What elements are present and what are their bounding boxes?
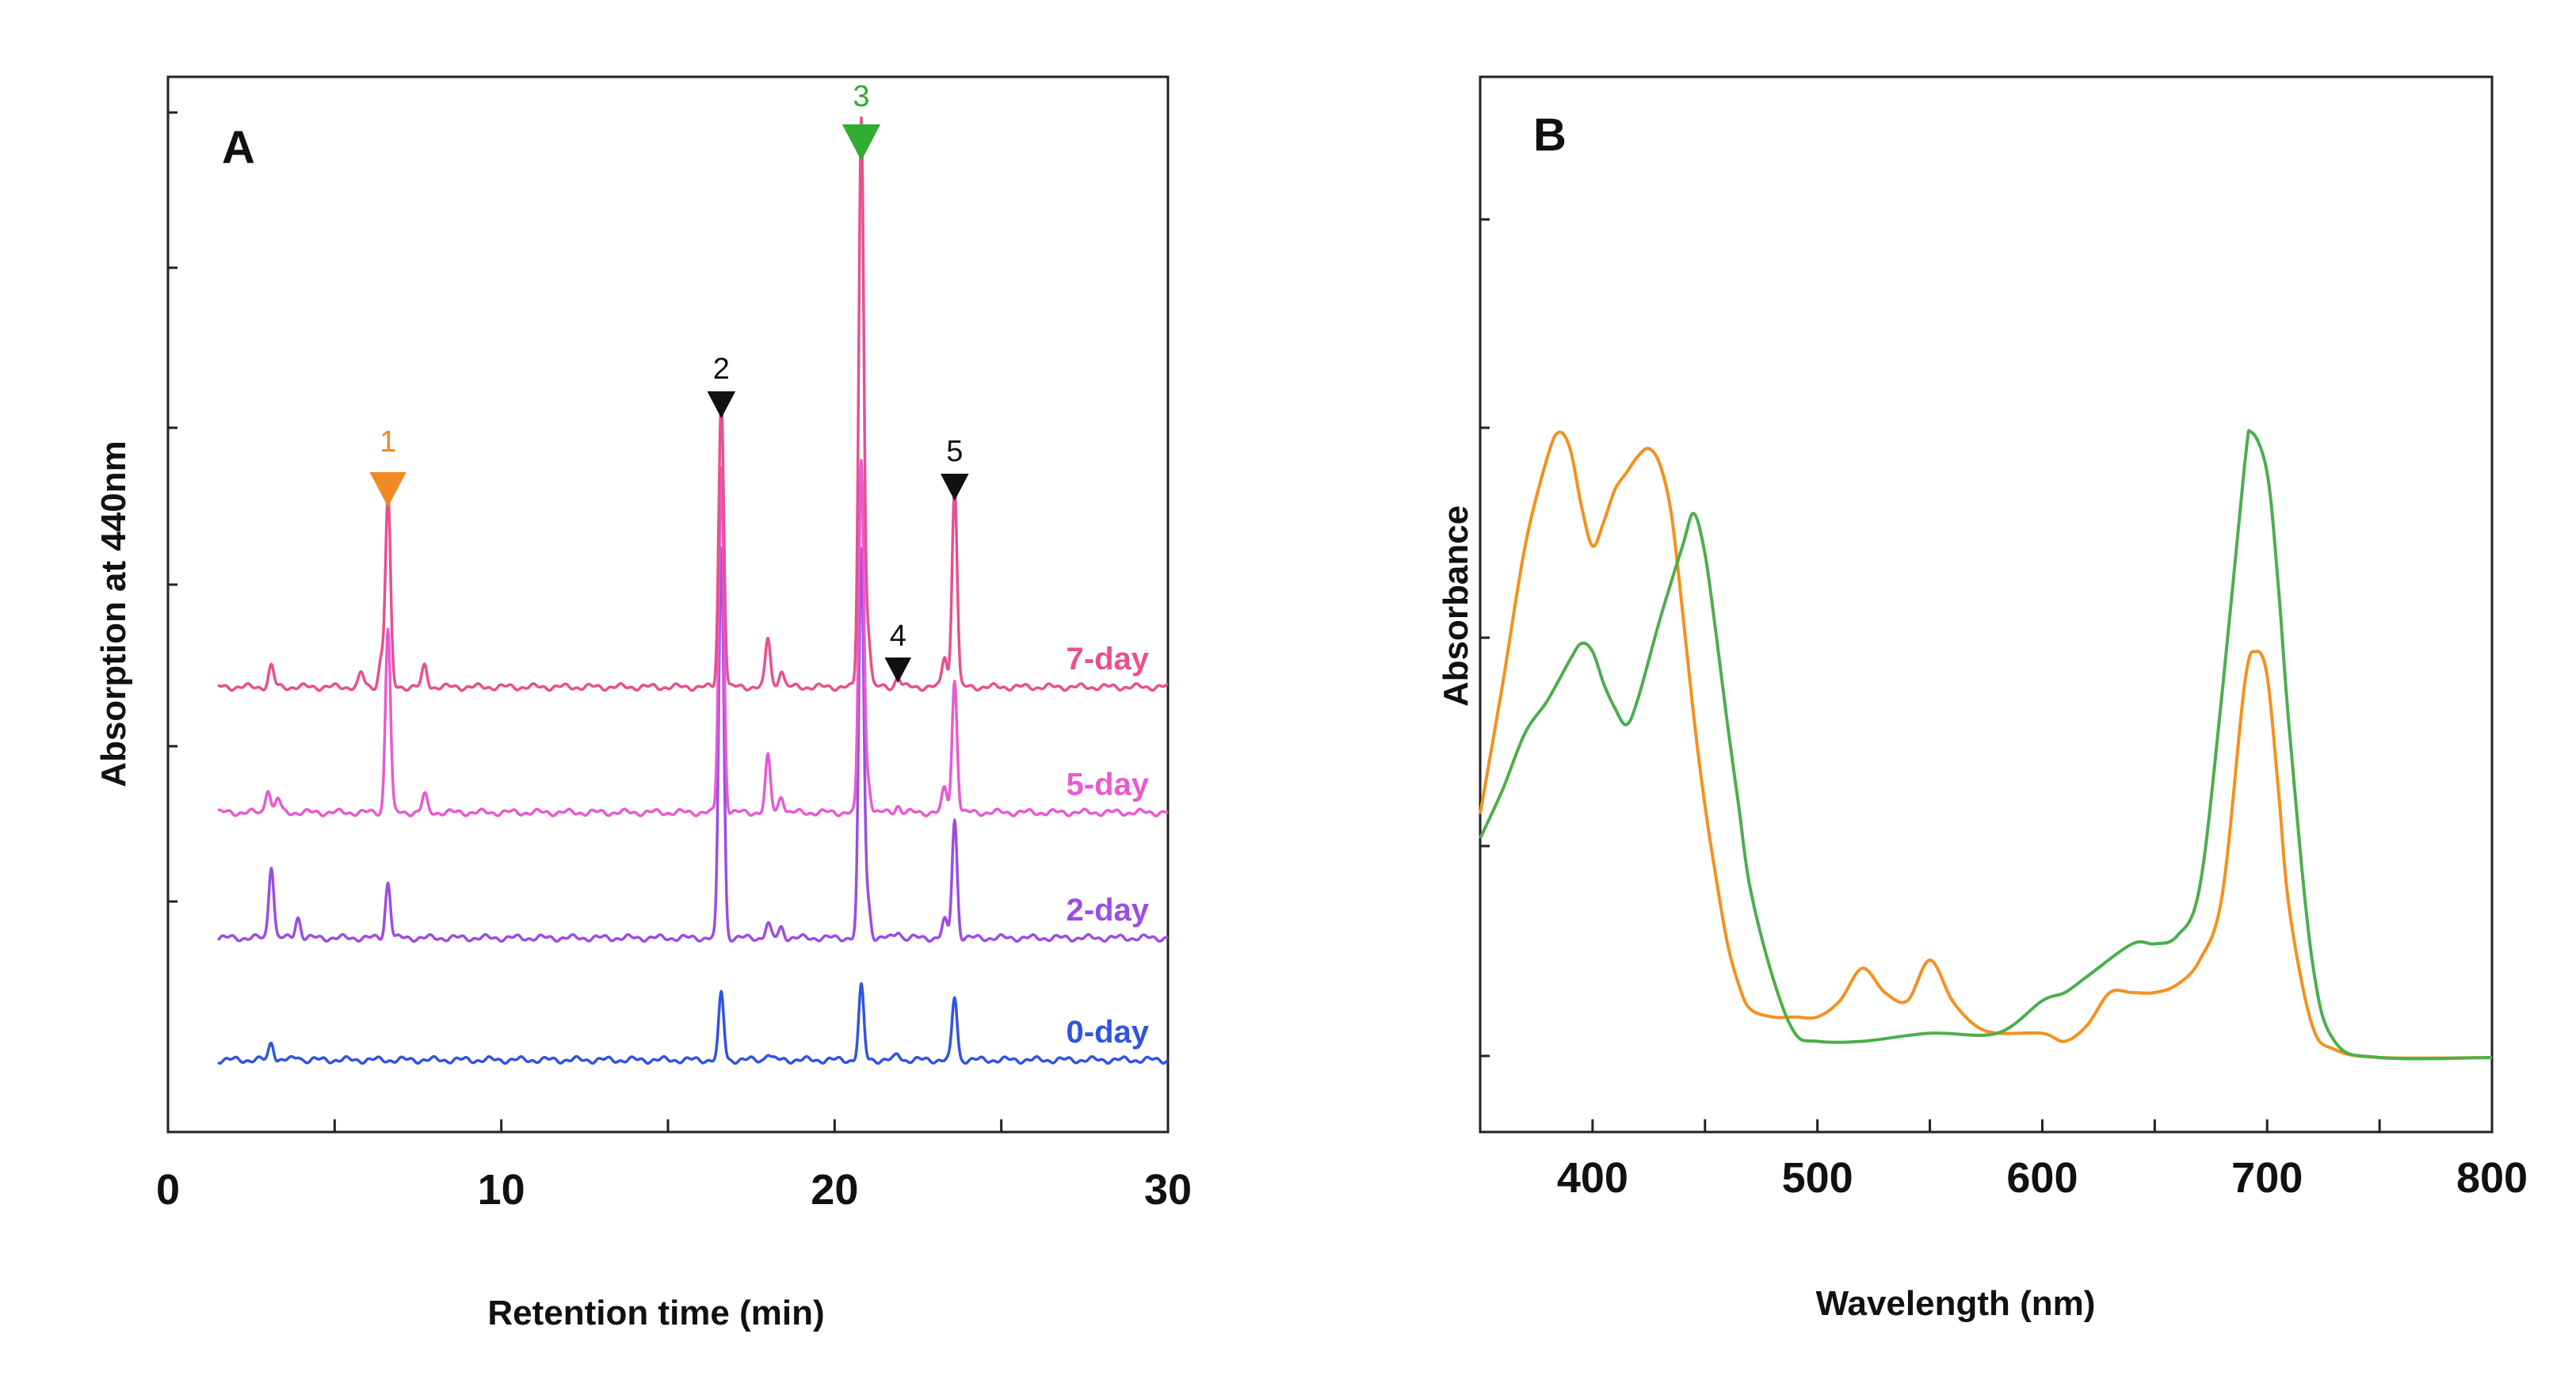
traces-a (216, 116, 1170, 1065)
plot-frame-b (1479, 75, 2494, 1134)
peak-markers-a: 1 2 3 4 5 (369, 80, 969, 683)
peak-number-3: 3 (853, 80, 869, 113)
x-tick-label-b: 700 (2231, 1154, 2303, 1202)
x-tick-label-a: 30 (1144, 1166, 1192, 1214)
peak-number-2: 2 (713, 353, 730, 386)
peak-number-4: 4 (890, 619, 906, 653)
panel-a: A 0 10 20 30 1 2 3 4 5 0-day 2-day 5-day 7-day Ret… (94, 75, 1192, 1332)
x-tick-label-b: 600 (2006, 1154, 2078, 1202)
spectrum-green (1479, 429, 2493, 1061)
y-axis-title-b: Absorbance (1437, 505, 1475, 707)
panel-b: B 400 500 600 700 800 Wavelength (nm) Absorb… (1437, 75, 2528, 1323)
trace-labels-a: 0-day 2-day 5-day 7-day (1067, 642, 1150, 1050)
plot-frame-a (166, 75, 1170, 1134)
x-ticks-a: 0 10 20 30 (156, 1119, 1192, 1214)
x-tick-label-a: 10 (478, 1166, 525, 1214)
peak-marker-4 (884, 658, 912, 683)
peak-number-5: 5 (946, 435, 963, 468)
peak-marker-5 (940, 474, 969, 501)
x-tick-label-b: 400 (1557, 1154, 1628, 1202)
peak-marker-1 (369, 472, 406, 507)
y-ticks-a (168, 111, 177, 903)
x-tick-label-a: 20 (811, 1166, 858, 1214)
y-ticks-b (1480, 218, 1490, 1058)
peak-marker-2 (707, 391, 736, 418)
trace-label-7-day: 7-day (1067, 642, 1150, 677)
x-axis-title-a: Retention time (min) (487, 1294, 824, 1332)
x-tick-label-a: 0 (156, 1166, 180, 1214)
spectrum-orange (1479, 430, 2493, 1060)
trace-label-0-day: 0-day (1067, 1015, 1150, 1050)
panel-letter-b: B (1533, 109, 1567, 161)
x-axis-title-b: Wavelength (nm) (1816, 1284, 2096, 1323)
trace-5-day (217, 459, 1169, 818)
peak-marker-3 (841, 124, 881, 161)
trace-label-5-day: 5-day (1067, 768, 1150, 802)
trace-2-day (216, 547, 1169, 943)
x-ticks-b: 400 500 600 700 800 (1557, 1119, 2528, 1202)
peak-number-1: 1 (380, 425, 396, 459)
y-axis-title-a: Absorption at 440nm (94, 440, 133, 787)
trace-label-2-day: 2-day (1067, 893, 1150, 928)
panel-letter-a: A (222, 122, 255, 173)
x-tick-label-b: 500 (1782, 1154, 1853, 1202)
x-tick-label-b: 800 (2456, 1154, 2528, 1202)
traces-b (1479, 429, 2493, 1061)
trace-7-day (217, 116, 1169, 692)
trace-0-day (217, 981, 1170, 1065)
